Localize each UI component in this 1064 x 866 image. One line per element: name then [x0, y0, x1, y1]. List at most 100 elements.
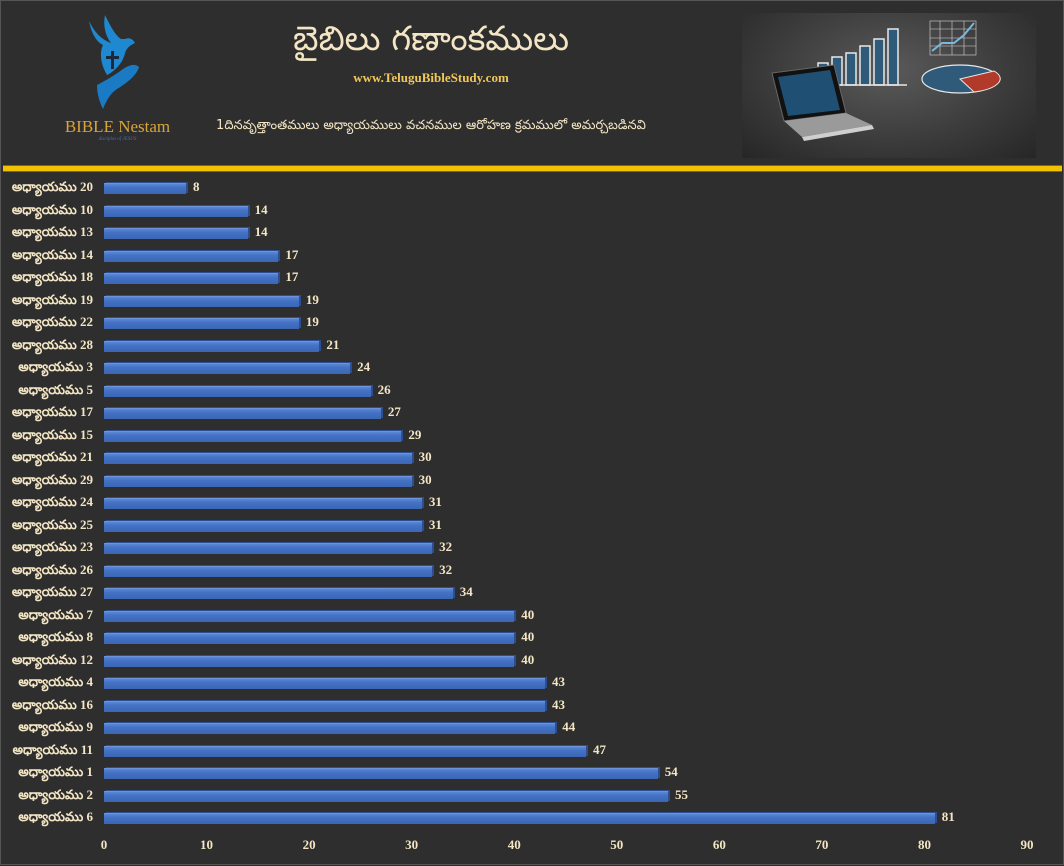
- bar[interactable]: [104, 610, 515, 622]
- bar-row: అధ్యాయము 12 40: [1, 649, 1064, 671]
- value-label: 54: [664, 764, 678, 779]
- category-label: అధ్యాయము 21: [11, 449, 93, 464]
- x-axis-tick: 70: [815, 837, 829, 852]
- bar[interactable]: [104, 363, 351, 374]
- value-label: 27: [387, 404, 401, 419]
- bar-row: అధ్యాయము 1 54: [1, 761, 1064, 783]
- bar-row: అధ్యాయము 26 32: [1, 559, 1064, 581]
- value-label: 40: [521, 606, 535, 622]
- category-label: అధ్యాయము 4: [18, 674, 93, 689]
- bar-row: అధ్యాయము 24 31: [1, 491, 1064, 513]
- bar[interactable]: [104, 700, 545, 712]
- x-axis-tick: 90: [1020, 837, 1034, 852]
- category-label: అధ్యాయము 17: [11, 404, 93, 419]
- category-label: అధ్యాయము 25: [11, 516, 93, 532]
- bar-row: అధ్యాయము 7 40: [1, 604, 1064, 626]
- bar[interactable]: [104, 340, 320, 352]
- category-label: అధ్యాయము 11: [12, 741, 93, 757]
- value-label: 29: [408, 426, 422, 442]
- category-label: అధ్యాయము 13: [11, 224, 93, 239]
- value-label: 40: [521, 629, 535, 644]
- bar[interactable]: [104, 768, 658, 779]
- bar-row: అధ్యాయము 21 30: [1, 446, 1064, 468]
- bar[interactable]: [104, 520, 422, 532]
- category-label: అధ్యాయము 14: [11, 246, 93, 262]
- bar[interactable]: [104, 723, 556, 734]
- bar-row: అధ్యాయము 6 81: [1, 806, 1064, 828]
- value-label: 17: [285, 246, 299, 262]
- bar-row: అధ్యాయము 19 19: [1, 289, 1064, 311]
- category-label: అధ్యాయము 5: [18, 381, 93, 397]
- dove-hand-cross-icon: [89, 15, 139, 109]
- category-label: అధ్యాయము 26: [11, 561, 93, 577]
- bar-row: అధ్యాయము 20 8: [1, 176, 1064, 198]
- bar[interactable]: [104, 475, 412, 487]
- category-label: అధ్యాయము 28: [11, 336, 93, 352]
- bar[interactable]: [104, 678, 545, 689]
- category-label: అధ్యాయము 22: [11, 314, 93, 329]
- category-label: అధ్యాయము 8: [18, 629, 93, 644]
- bar[interactable]: [104, 385, 371, 397]
- bar-row: అధ్యాయము 23 32: [1, 536, 1064, 558]
- bar[interactable]: [104, 228, 248, 239]
- bar[interactable]: [104, 453, 412, 464]
- bar[interactable]: [104, 813, 935, 824]
- bar-row: అధ్యాయము 29 30: [1, 469, 1064, 491]
- bar-chart: అధ్యాయము 20 8 అధ్యాయము 10 14 అధ్యాయము 13 14 అధ…: [1, 173, 1064, 866]
- bar-row: అధ్యాయము 27 34: [1, 581, 1064, 603]
- bar-row: అధ్యాయము 13 14: [1, 221, 1064, 243]
- value-label: 40: [521, 651, 535, 667]
- bar[interactable]: [104, 745, 586, 757]
- value-label: 8: [193, 179, 200, 194]
- bar-row: అధ్యాయము 17 27: [1, 401, 1064, 423]
- bible-nestam-logo: BIBLE Nestam disciples of JESUS: [41, 9, 191, 142]
- value-label: 14: [254, 224, 268, 239]
- category-label: అధ్యాయము 29: [11, 471, 93, 487]
- x-axis-tick: 40: [507, 837, 521, 852]
- category-label: అధ్యాయము 15: [11, 426, 93, 442]
- bar[interactable]: [104, 183, 187, 194]
- value-label: 14: [254, 201, 268, 217]
- value-label: 19: [305, 291, 319, 307]
- bar[interactable]: [104, 655, 515, 667]
- value-label: 32: [439, 539, 453, 554]
- bar[interactable]: [104, 273, 279, 284]
- value-label: 32: [439, 561, 453, 577]
- value-label: 43: [551, 696, 565, 712]
- value-label: 30: [418, 449, 432, 464]
- category-label: అధ్యాయము 9: [18, 719, 93, 734]
- bar[interactable]: [104, 430, 402, 442]
- x-axis-tick: 20: [302, 837, 316, 852]
- bar[interactable]: [104, 318, 299, 329]
- value-label: 26: [377, 381, 391, 397]
- bar[interactable]: [104, 790, 669, 802]
- category-label: అధ్యాయము 19: [11, 291, 93, 307]
- bar-row: అధ్యాయము 2 55: [1, 784, 1064, 806]
- bar-row: అధ్యాయము 28 21: [1, 334, 1064, 356]
- x-axis-tick: 60: [712, 837, 726, 852]
- value-label: 31: [428, 516, 442, 532]
- website-link[interactable]: www.TeluguBibleStudy.com: [353, 70, 509, 85]
- bar[interactable]: [104, 588, 453, 599]
- hero-image: [742, 13, 1036, 158]
- bar[interactable]: [104, 498, 422, 509]
- value-label: 44: [562, 719, 576, 734]
- bar[interactable]: [104, 633, 515, 644]
- bar-row: అధ్యాయము 16 43: [1, 694, 1064, 716]
- laptop-charts-illustration-icon: [771, 20, 1001, 141]
- category-label: అధ్యాయము 7: [18, 606, 93, 622]
- bar[interactable]: [104, 565, 433, 577]
- value-label: 81: [941, 809, 955, 824]
- bar[interactable]: [104, 205, 248, 217]
- value-label: 19: [305, 314, 319, 329]
- bar[interactable]: [104, 295, 299, 307]
- value-label: 47: [593, 741, 606, 757]
- value-label: 24: [357, 359, 371, 374]
- bar[interactable]: [104, 250, 279, 262]
- x-axis-tick: 80: [917, 837, 931, 852]
- bar[interactable]: [104, 543, 433, 554]
- logo-text: BIBLE Nestam: [64, 117, 171, 136]
- bar-row: అధ్యాయము 3 24: [1, 356, 1064, 378]
- bar[interactable]: [104, 408, 381, 419]
